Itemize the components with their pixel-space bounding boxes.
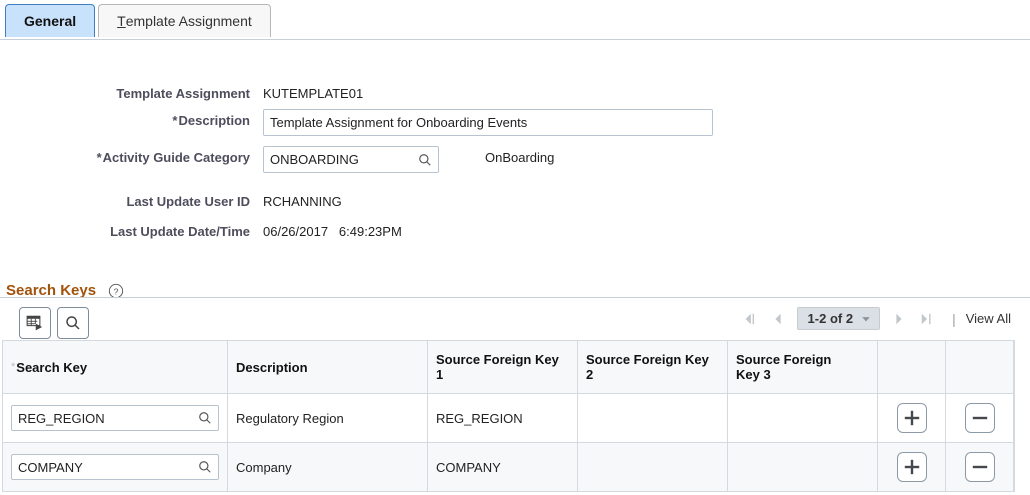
svg-text:?: ? — [114, 286, 119, 296]
